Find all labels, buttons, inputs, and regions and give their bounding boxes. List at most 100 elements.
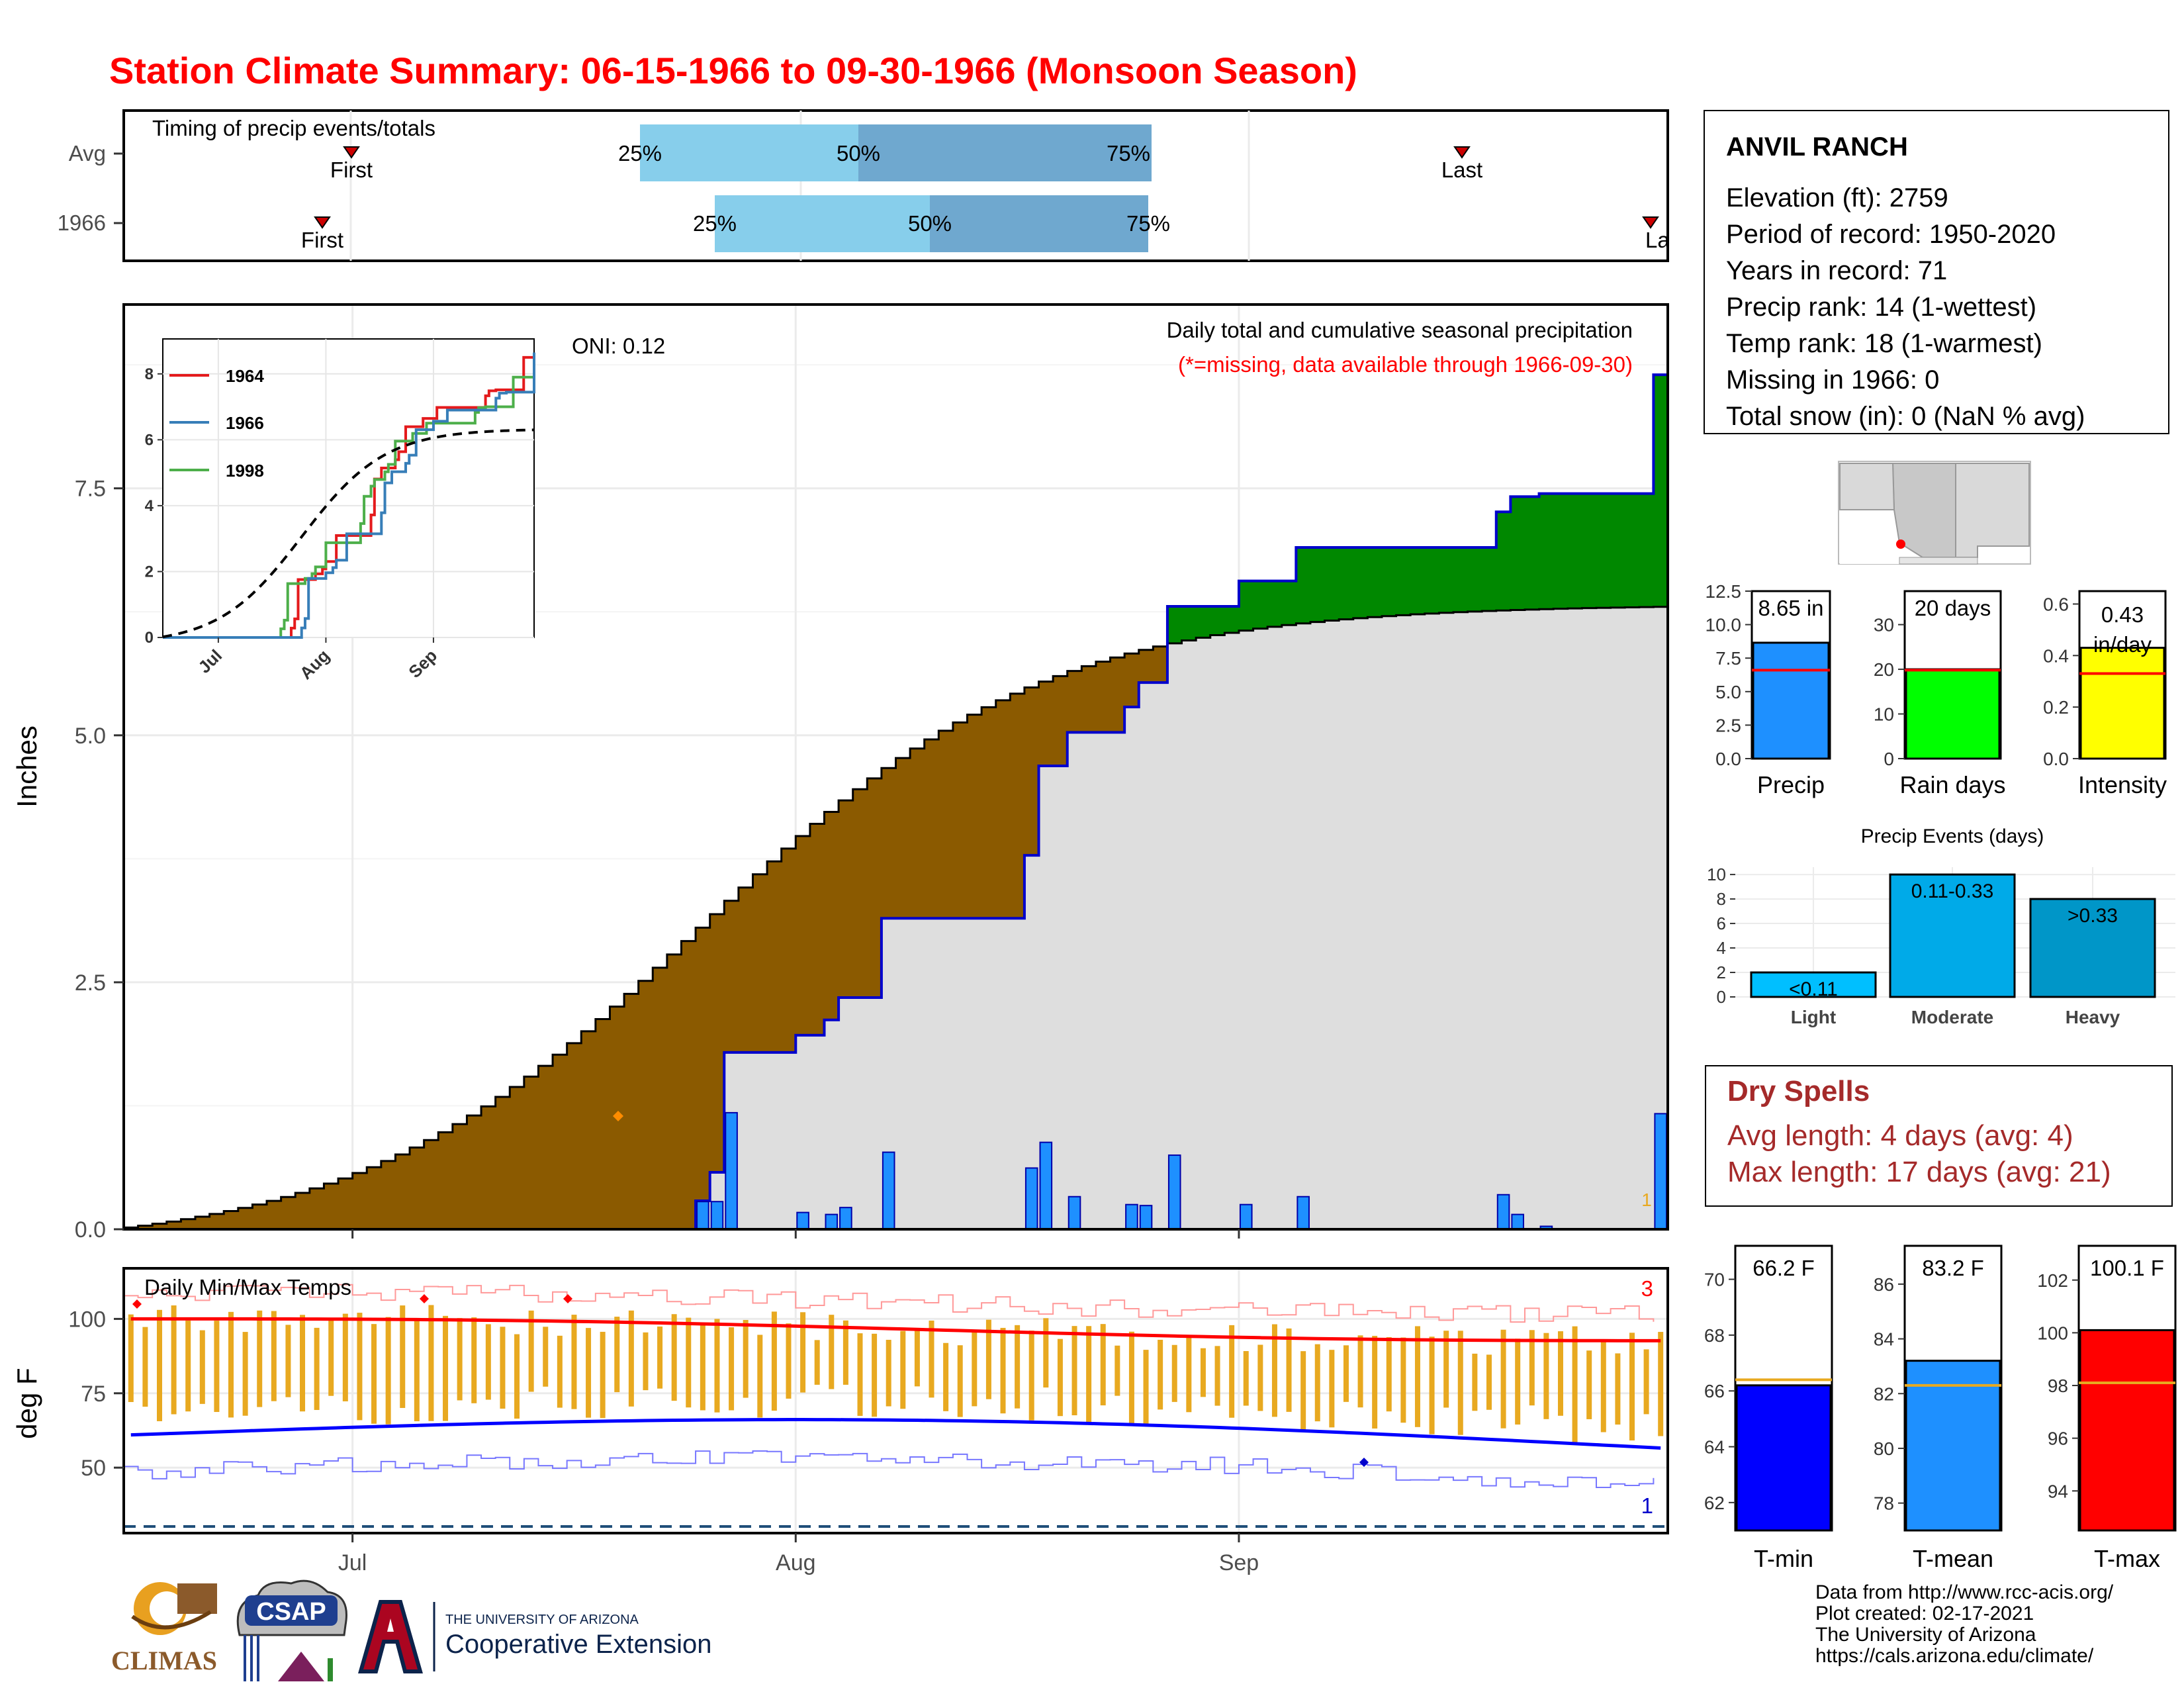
temp-range-bar bbox=[1486, 1354, 1492, 1410]
temp-chart-tick-label: 96 bbox=[2048, 1429, 2068, 1449]
temp-range-bar bbox=[657, 1326, 663, 1389]
temp-range-bar bbox=[142, 1327, 148, 1407]
daily-precip-bar bbox=[1039, 1141, 1053, 1230]
timing-avg-last-marker bbox=[1453, 146, 1471, 159]
temp-range-bar bbox=[914, 1331, 920, 1387]
daily-precip-bar bbox=[710, 1201, 724, 1230]
temp-range-bar bbox=[1214, 1346, 1220, 1406]
summary-bars: 8.65 in 0.0 2.5 5.0 7.5 10.0 12.5 Precip 20 day… bbox=[1706, 581, 2167, 798]
inset-series-1966 bbox=[163, 352, 535, 639]
temp-chart-tick-label: 100 bbox=[2037, 1323, 2068, 1343]
station-missing: Missing in 1966: 0 bbox=[1726, 365, 1939, 395]
timing-1966-first-label: First bbox=[301, 228, 343, 252]
mini-chart-tick-label: 0.0 bbox=[2043, 749, 2069, 769]
daily-precip-bar bbox=[1024, 1167, 1038, 1230]
temp-range-bar bbox=[1300, 1351, 1306, 1430]
temp-range-bar bbox=[514, 1334, 520, 1419]
main-plot-frame bbox=[122, 303, 1669, 1231]
temp-range-bar bbox=[128, 1314, 134, 1403]
precip-summary-chart: 8.65 in 0.0 2.5 5.0 7.5 10.0 12.5 Precip bbox=[1706, 581, 1831, 798]
temp-range-bar bbox=[328, 1319, 334, 1396]
csap-logo-text: CSAP bbox=[256, 1598, 326, 1626]
main-y-tick-label: 5.0 bbox=[75, 724, 106, 749]
timing-panel: Timing of precip events/totals Avg 1966 … bbox=[58, 109, 1669, 262]
temp-range-bar bbox=[729, 1327, 735, 1411]
timing-1966-50-75-bar bbox=[930, 195, 1148, 252]
temp-range-bar bbox=[1200, 1348, 1206, 1397]
temp-range-bar bbox=[857, 1333, 863, 1416]
temp-range-bar bbox=[199, 1330, 205, 1404]
temp-range-bar bbox=[171, 1305, 177, 1415]
temp-range-bar bbox=[1343, 1345, 1349, 1402]
mini-chart-value: 8.65 in bbox=[1758, 596, 1823, 620]
temp-y-axis: 50 75 100 bbox=[68, 1307, 124, 1481]
temp-range-bar bbox=[1100, 1324, 1106, 1406]
timing-avg-50-75-bar bbox=[858, 124, 1152, 181]
missing-marker bbox=[613, 1111, 623, 1121]
temp-range-bar bbox=[1472, 1353, 1478, 1411]
temp-chart-tick-label: 78 bbox=[1874, 1493, 1894, 1514]
events-y-tick-label: 10 bbox=[1707, 865, 1726, 884]
timing-avg-p25: 25% bbox=[618, 141, 662, 165]
temp-range-bar bbox=[228, 1311, 234, 1418]
daily-precip-bar bbox=[1297, 1196, 1310, 1231]
temp-range-bar bbox=[943, 1342, 949, 1411]
main-precip-panel: 1 ONI: 0.12 Daily total and cumulative s… bbox=[11, 303, 1669, 1243]
inset-frame bbox=[162, 338, 535, 638]
inset-y-tick-label: 6 bbox=[145, 431, 154, 449]
temp-range-bar bbox=[929, 1320, 934, 1398]
mini-chart-value: 0.43 bbox=[2101, 602, 2144, 627]
temp-range-bar bbox=[357, 1313, 363, 1421]
temp-range-bar bbox=[1271, 1324, 1277, 1417]
station-info-box: ANVIL RANCH Elevation (ft): 2759 Period … bbox=[1704, 110, 2169, 434]
station-snow: Total snow (in): 0 (NaN % avg) bbox=[1726, 402, 2085, 431]
temp-range-bar bbox=[1500, 1329, 1506, 1429]
events-bar bbox=[2029, 898, 2156, 998]
temp-range-bar bbox=[1243, 1351, 1249, 1406]
temp-range-bar bbox=[700, 1324, 705, 1411]
temp-range-bar bbox=[257, 1310, 263, 1407]
temp-range-bar bbox=[1543, 1333, 1549, 1419]
temp-chart-bar bbox=[2079, 1329, 2175, 1532]
temp-chart-tick-label: 102 bbox=[2037, 1270, 2068, 1291]
precip-events-title: Precip Events (days) bbox=[1861, 825, 2044, 847]
temp-range-bar bbox=[457, 1318, 463, 1401]
mini-chart-tick-label: 5.0 bbox=[1715, 682, 1741, 702]
temp-range-bar bbox=[643, 1332, 649, 1391]
dry-spells-title: Dry Spells bbox=[1727, 1075, 1870, 1107]
events-range-label: 0.11-0.33 bbox=[1911, 880, 1994, 902]
temp-range-bar bbox=[1057, 1338, 1063, 1417]
mini-chart-tick-label: 30 bbox=[1874, 615, 1894, 635]
timing-1966-p50: 50% bbox=[908, 211, 952, 236]
temp-range-bar bbox=[686, 1317, 692, 1408]
events-range-label: >0.33 bbox=[2068, 905, 2118, 927]
temp-range-bar bbox=[972, 1332, 978, 1407]
mini-chart-bar bbox=[1752, 641, 1830, 760]
temp-range-bar bbox=[1414, 1326, 1420, 1427]
temp-range-bar bbox=[1028, 1331, 1034, 1421]
temp-range-bar bbox=[872, 1333, 878, 1417]
credits: Data from http://www.rcc-acis.org/ Plot … bbox=[1815, 1581, 2114, 1667]
temperature-panel: Daily Min/Max Temps 3 1 50 75 100 Jul Aug Se… bbox=[11, 1267, 1669, 1575]
station-period: Period of record: 1950-2020 bbox=[1726, 220, 2056, 249]
temp-y-tick-label: 50 bbox=[81, 1456, 106, 1481]
temp-y-label: deg F bbox=[11, 1368, 42, 1438]
events-y-tick-label: 4 bbox=[1717, 938, 1726, 958]
timing-avg-p50: 50% bbox=[837, 141, 880, 165]
events-bar bbox=[1889, 873, 2016, 998]
timing-avg-25-50-bar bbox=[640, 124, 858, 181]
temp-range-bar bbox=[829, 1315, 835, 1389]
daily-temp-range-bars bbox=[128, 1305, 1664, 1442]
mini-chart-tick-label: 0.4 bbox=[2043, 645, 2069, 666]
events-y-tick-label: 6 bbox=[1717, 914, 1726, 933]
temp-range-bar bbox=[1314, 1344, 1320, 1422]
temp-range-bar bbox=[300, 1315, 306, 1412]
temp-range-bar bbox=[443, 1315, 449, 1421]
main-y-tick-label: 2.5 bbox=[75, 970, 106, 996]
temp-range-bar bbox=[886, 1340, 891, 1407]
dry-spells-max: Max length: 17 days (avg: 21) bbox=[1727, 1156, 2111, 1188]
temp-y-tick-label: 75 bbox=[81, 1382, 106, 1407]
temp-range-bar bbox=[628, 1310, 634, 1407]
temp-range-bar bbox=[1515, 1338, 1521, 1425]
temp-range-bar bbox=[1143, 1350, 1149, 1425]
